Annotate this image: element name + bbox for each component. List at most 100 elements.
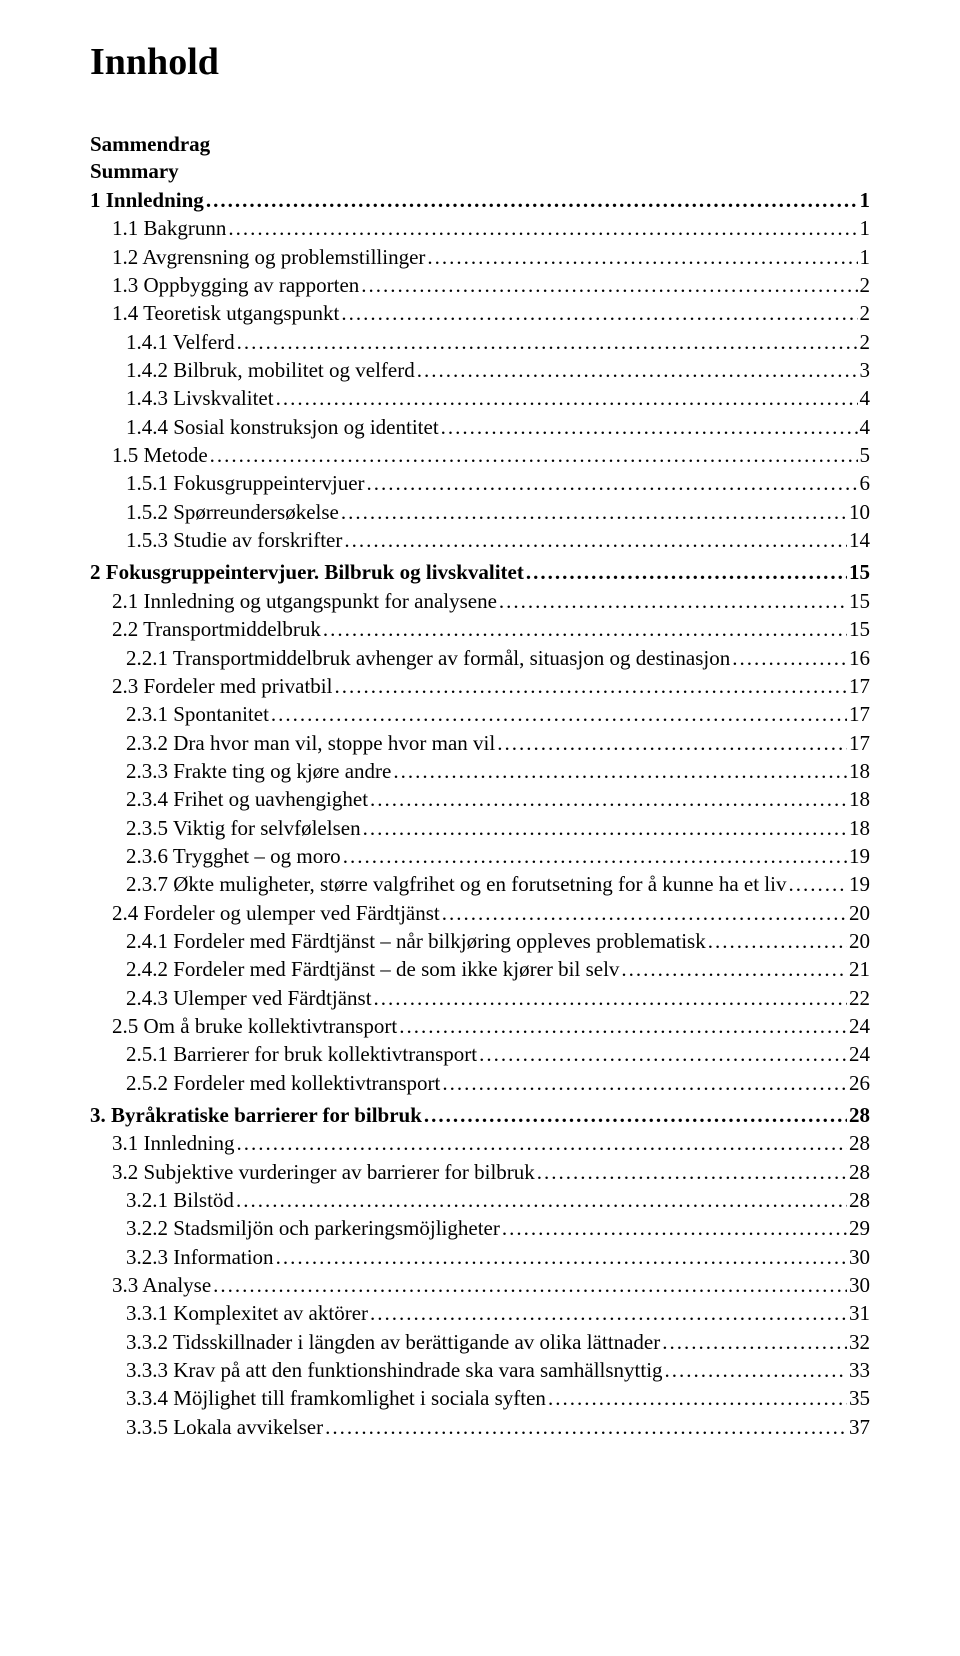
toc-entry: 1.4 Teoretisk utgangspunkt2 [90, 299, 870, 327]
toc-entry: 1.4.2 Bilbruk, mobilitet og velferd3 [90, 356, 870, 384]
toc-label: 2.5.1 Barrierer for bruk kollektivtransp… [126, 1040, 477, 1068]
toc-label: 1.5 Metode [112, 441, 208, 469]
toc-label: 2 Fokusgruppeintervjuer. Bilbruk og livs… [90, 558, 524, 586]
toc-leader [393, 757, 847, 785]
toc-label: 3.2.2 Stadsmiljön och parkeringsmöjlighe… [126, 1214, 500, 1242]
toc-label: 1.4.3 Livskvalitet [126, 384, 274, 412]
toc-page-number: 31 [849, 1299, 870, 1327]
toc-label: 1.4.1 Velferd [126, 328, 235, 356]
toc-page-number: 29 [849, 1214, 870, 1242]
toc-label: 1.4.4 Sosial konstruksjon og identitet [126, 413, 439, 441]
toc-leader [237, 328, 858, 356]
toc-entry: 1.2 Avgrensning og problemstillinger1 [90, 243, 870, 271]
prelim-heading: Summary [90, 159, 870, 184]
toc-leader [341, 498, 847, 526]
toc-page-number: 18 [849, 757, 870, 785]
toc-entry: 3.3.2 Tidsskillnader i längden av berätt… [90, 1328, 870, 1356]
toc-entry: 1.4.3 Livskvalitet4 [90, 384, 870, 412]
toc-page-number: 28 [849, 1129, 870, 1157]
toc-label: 3.3.5 Lokala avvikelser [126, 1413, 323, 1441]
toc-leader [374, 984, 847, 1012]
toc-page-number: 30 [849, 1271, 870, 1299]
toc-page-number: 2 [860, 271, 871, 299]
toc-leader [370, 1299, 847, 1327]
toc-leader [363, 814, 847, 842]
toc-label: 3.2 Subjektive vurderinger av barrierer … [112, 1158, 535, 1186]
page-title: Innhold [90, 40, 870, 84]
toc-entry: 3.2.2 Stadsmiljön och parkeringsmöjlighe… [90, 1214, 870, 1242]
toc-page-number: 32 [849, 1328, 870, 1356]
toc-label: 1.4 Teoretisk utgangspunkt [112, 299, 339, 327]
toc-page-number: 1 [860, 186, 871, 214]
toc-leader [276, 384, 858, 412]
toc-entry: 2.5.1 Barrierer for bruk kollektivtransp… [90, 1040, 870, 1068]
toc-page-number: 24 [849, 1012, 870, 1040]
toc-leader [441, 413, 858, 441]
toc-label: 3.2.3 Information [126, 1243, 274, 1271]
toc-page-number: 17 [849, 700, 870, 728]
toc-leader [325, 1413, 847, 1441]
toc-entry: 1.4.1 Velferd 2 [90, 328, 870, 356]
toc-entry: 2.4.2 Fordeler med Färdtjänst – de som i… [90, 955, 870, 983]
toc-leader [424, 1101, 847, 1129]
toc-entry: 2.1 Innledning og utgangspunkt for analy… [90, 587, 870, 615]
toc-page-number: 18 [849, 785, 870, 813]
toc-label: 1.1 Bakgrunn [112, 214, 226, 242]
toc-entry: 3.3 Analyse30 [90, 1271, 870, 1299]
toc-leader [323, 615, 847, 643]
toc-entry: 1.3 Oppbygging av rapporten2 [90, 271, 870, 299]
prelim-heading: Sammendrag [90, 132, 870, 157]
toc-page-number: 18 [849, 814, 870, 842]
toc-leader [213, 1271, 847, 1299]
toc-entry: 2 Fokusgruppeintervjuer. Bilbruk og livs… [90, 558, 870, 586]
toc-label: 2.3 Fordeler med privatbil [112, 672, 332, 700]
toc-leader [497, 729, 847, 757]
toc-entry: 2.3.4 Frihet og uavhengighet18 [90, 785, 870, 813]
toc-entry: 2.3.1 Spontanitet17 [90, 700, 870, 728]
toc-entry: 2.5.2 Fordeler med kollektivtransport26 [90, 1069, 870, 1097]
toc-label: 1.5.2 Spørreundersøkelse [126, 498, 339, 526]
toc-entry: 1.5.1 Fokusgruppeintervjuer 6 [90, 469, 870, 497]
toc-page-number: 15 [849, 587, 870, 615]
toc-label: 1.5.1 Fokusgruppeintervjuer [126, 469, 365, 497]
toc-label: 1.4.2 Bilbruk, mobilitet og velferd [126, 356, 415, 384]
toc-entry: 2.2.1 Transportmiddelbruk avhenger av fo… [90, 644, 870, 672]
toc-page-number: 2 [860, 328, 871, 356]
table-of-contents: 1 Innledning 11.1 Bakgrunn11.2 Avgrensnin… [90, 186, 870, 1441]
toc-label: 2.3.3 Frakte ting og kjøre andre [126, 757, 391, 785]
toc-page-number: 28 [849, 1158, 870, 1186]
toc-entry: 2.3.7 Økte muligheter, større valgfrihet… [90, 870, 870, 898]
toc-page-number: 22 [849, 984, 870, 1012]
toc-entry: 3.3.4 Möjlighet till framkomlighet i soc… [90, 1384, 870, 1412]
toc-label: 2.4 Fordeler og ulemper ved Färdtjänst [112, 899, 440, 927]
toc-label: 1.5.3 Studie av forskrifter [126, 526, 342, 554]
toc-leader [708, 927, 847, 955]
toc-page-number: 33 [849, 1356, 870, 1384]
toc-label: 2.3.6 Trygghet – og moro [126, 842, 341, 870]
toc-page-number: 35 [849, 1384, 870, 1412]
toc-leader [537, 1158, 847, 1186]
toc-label: 1 Innledning [90, 186, 204, 214]
toc-entry: 1.5.2 Spørreundersøkelse10 [90, 498, 870, 526]
toc-page-number: 20 [849, 899, 870, 927]
toc-entry: 1.1 Bakgrunn1 [90, 214, 870, 242]
toc-entry: 3.1 Innledning 28 [90, 1129, 870, 1157]
toc-leader [548, 1384, 847, 1412]
toc-leader [361, 271, 857, 299]
toc-leader [367, 469, 858, 497]
toc-label: 2.5.2 Fordeler med kollektivtransport [126, 1069, 440, 1097]
toc-label: 2.4.3 Ulemper ved Färdtjänst [126, 984, 372, 1012]
toc-label: 3.3.2 Tidsskillnader i längden av berätt… [126, 1328, 660, 1356]
toc-leader [788, 870, 847, 898]
toc-page-number: 14 [849, 526, 870, 554]
toc-page-number: 30 [849, 1243, 870, 1271]
toc-leader [662, 1328, 847, 1356]
toc-entry: 3.2.1 Bilstöd28 [90, 1186, 870, 1214]
toc-entry: 2.3.3 Frakte ting og kjøre andre 18 [90, 757, 870, 785]
toc-leader [442, 899, 847, 927]
toc-label: 3. Byråkratiske barrierer for bilbruk [90, 1101, 422, 1129]
toc-page-number: 6 [860, 469, 871, 497]
toc-leader [502, 1214, 847, 1242]
toc-label: 3.1 Innledning [112, 1129, 234, 1157]
toc-label: 2.2 Transportmiddelbruk [112, 615, 321, 643]
